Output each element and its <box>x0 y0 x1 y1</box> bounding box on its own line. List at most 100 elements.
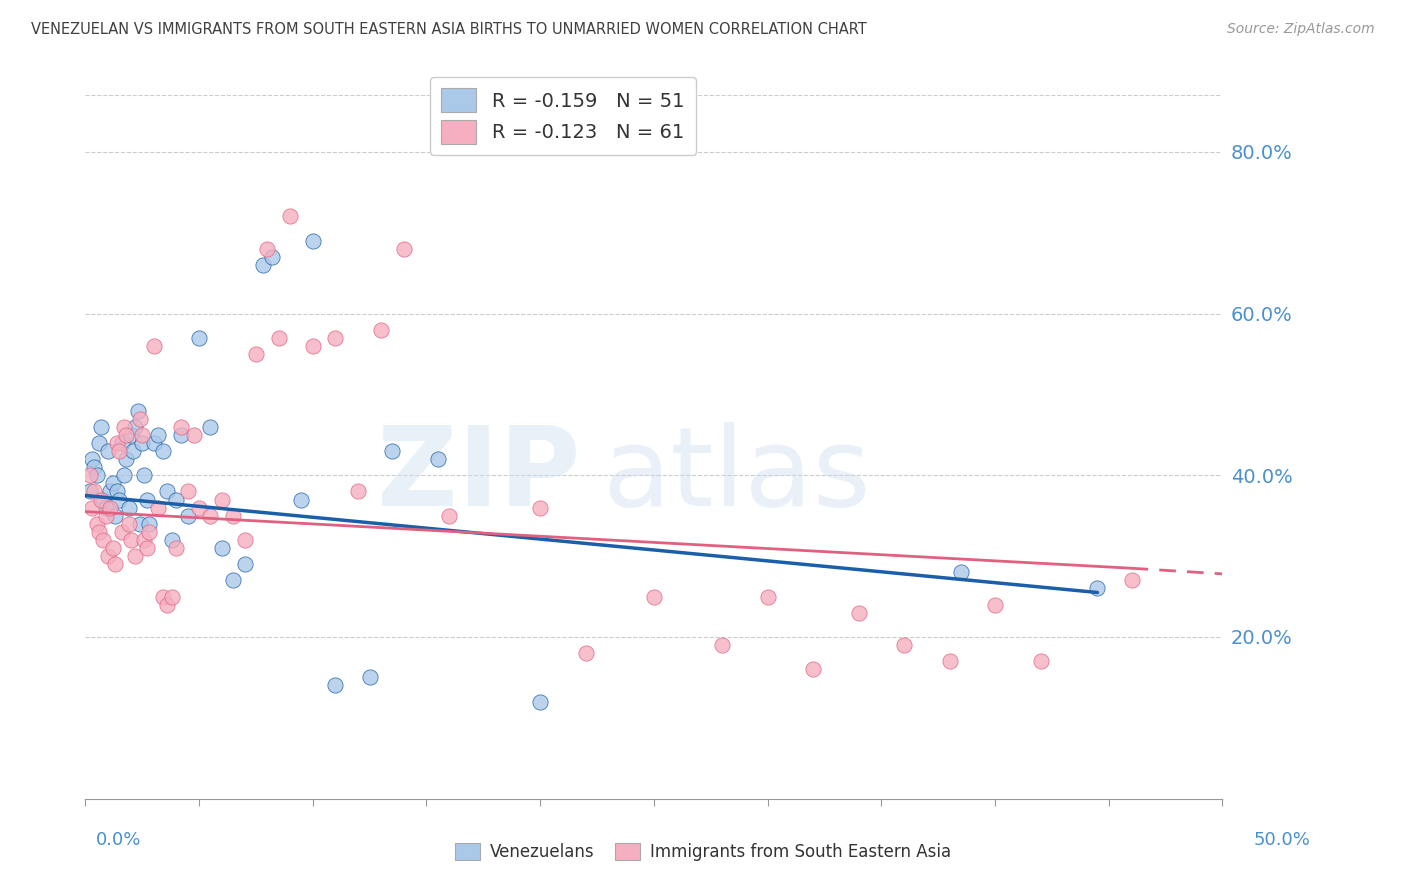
Point <box>134 533 156 547</box>
Point <box>529 695 551 709</box>
Point <box>290 492 312 507</box>
Point <box>1087 582 1109 596</box>
Point <box>90 492 112 507</box>
Point <box>98 484 121 499</box>
Point <box>86 468 108 483</box>
Point <box>93 492 115 507</box>
Point <box>138 524 160 539</box>
Point <box>160 590 183 604</box>
Point <box>211 492 233 507</box>
Point <box>79 468 101 483</box>
Point <box>138 516 160 531</box>
Point <box>245 347 267 361</box>
Point <box>200 419 222 434</box>
Point <box>359 670 381 684</box>
Point <box>256 242 278 256</box>
Point <box>83 460 105 475</box>
Text: ZIP: ZIP <box>377 422 581 529</box>
Point <box>115 427 138 442</box>
Point <box>200 508 222 523</box>
Point <box>437 508 460 523</box>
Point <box>643 590 665 604</box>
Point <box>90 419 112 434</box>
Point <box>128 411 150 425</box>
Point <box>301 234 323 248</box>
Point <box>170 419 193 434</box>
Point <box>104 558 127 572</box>
Point <box>101 541 124 555</box>
Point <box>426 452 449 467</box>
Point <box>142 436 165 450</box>
Point <box>222 508 245 523</box>
Point <box>105 484 128 499</box>
Point <box>146 500 169 515</box>
Point <box>325 331 347 345</box>
Point <box>112 419 135 434</box>
Point <box>801 662 824 676</box>
Point <box>370 323 392 337</box>
Point <box>108 444 131 458</box>
Point <box>529 500 551 515</box>
Point <box>176 484 198 499</box>
Point <box>83 484 105 499</box>
Text: atlas: atlas <box>603 422 872 529</box>
Point <box>165 492 187 507</box>
Point <box>267 331 290 345</box>
Point <box>94 508 117 523</box>
Point <box>949 566 972 580</box>
Point <box>1029 654 1052 668</box>
Text: VENEZUELAN VS IMMIGRANTS FROM SOUTH EASTERN ASIA BIRTHS TO UNMARRIED WOMEN CORRE: VENEZUELAN VS IMMIGRANTS FROM SOUTH EAST… <box>31 22 866 37</box>
Point <box>117 516 139 531</box>
Point <box>86 516 108 531</box>
Point <box>93 533 115 547</box>
Legend: Venezuelans, Immigrants from South Eastern Asia: Venezuelans, Immigrants from South Easte… <box>449 836 957 868</box>
Text: Source: ZipAtlas.com: Source: ZipAtlas.com <box>1227 22 1375 37</box>
Point <box>111 524 134 539</box>
Point <box>79 484 101 499</box>
Point <box>278 210 301 224</box>
Point <box>94 500 117 515</box>
Point <box>97 549 120 563</box>
Point <box>165 541 187 555</box>
Point <box>170 427 193 442</box>
Point <box>152 444 174 458</box>
Point <box>152 590 174 604</box>
Point <box>87 436 110 450</box>
Point <box>188 331 211 345</box>
Point <box>117 500 139 515</box>
Point <box>112 468 135 483</box>
Point <box>848 606 870 620</box>
Point <box>135 492 157 507</box>
Point <box>938 654 960 668</box>
Point <box>128 516 150 531</box>
Point <box>115 452 138 467</box>
Text: 50.0%: 50.0% <box>1254 831 1310 849</box>
Point <box>893 638 915 652</box>
Point <box>135 541 157 555</box>
Point <box>142 339 165 353</box>
Point <box>127 403 149 417</box>
Point <box>131 427 153 442</box>
Point <box>211 541 233 555</box>
Point <box>120 533 142 547</box>
Point <box>1121 574 1143 588</box>
Legend: R = -0.159   N = 51, R = -0.123   N = 61: R = -0.159 N = 51, R = -0.123 N = 61 <box>430 77 696 155</box>
Point <box>325 678 347 692</box>
Point <box>260 250 283 264</box>
Point <box>392 242 415 256</box>
Point <box>82 500 104 515</box>
Point <box>134 468 156 483</box>
Point <box>222 574 245 588</box>
Point <box>111 436 134 450</box>
Point <box>233 533 256 547</box>
Point <box>97 444 120 458</box>
Point <box>122 444 145 458</box>
Point <box>146 427 169 442</box>
Point <box>160 533 183 547</box>
Point <box>108 492 131 507</box>
Point <box>176 508 198 523</box>
Point <box>104 508 127 523</box>
Point <box>575 646 598 660</box>
Point <box>711 638 734 652</box>
Point <box>156 598 179 612</box>
